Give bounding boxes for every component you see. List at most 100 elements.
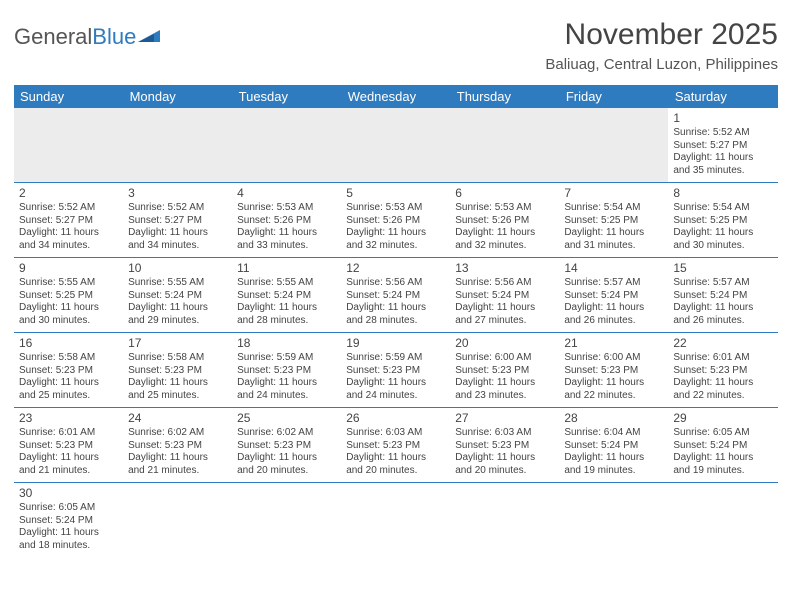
day-number: 17 bbox=[128, 336, 227, 351]
sunset-text: Sunset: 5:23 PM bbox=[346, 440, 445, 453]
calendar-cell-empty bbox=[14, 108, 123, 183]
calendar-cell-empty bbox=[450, 108, 559, 183]
month-title: November 2025 bbox=[545, 18, 778, 52]
day-number: 6 bbox=[455, 186, 554, 201]
calendar-cell: 17Sunrise: 5:58 AMSunset: 5:23 PMDayligh… bbox=[123, 333, 232, 408]
daylight-text: Daylight: 11 hours and 32 minutes. bbox=[455, 227, 554, 252]
calendar-cell: 14Sunrise: 5:57 AMSunset: 5:24 PMDayligh… bbox=[559, 258, 668, 333]
calendar-cell: 24Sunrise: 6:02 AMSunset: 5:23 PMDayligh… bbox=[123, 408, 232, 483]
calendar-cell: 2Sunrise: 5:52 AMSunset: 5:27 PMDaylight… bbox=[14, 183, 123, 258]
day-number: 13 bbox=[455, 261, 554, 276]
calendar-cell: 6Sunrise: 5:53 AMSunset: 5:26 PMDaylight… bbox=[450, 183, 559, 258]
sunrise-text: Sunrise: 5:53 AM bbox=[346, 202, 445, 215]
day-number: 18 bbox=[237, 336, 336, 351]
daylight-text: Daylight: 11 hours and 25 minutes. bbox=[19, 377, 118, 402]
day-number: 22 bbox=[673, 336, 772, 351]
sunrise-text: Sunrise: 6:01 AM bbox=[673, 352, 772, 365]
day-number: 25 bbox=[237, 411, 336, 426]
location-text: Baliuag, Central Luzon, Philippines bbox=[545, 56, 778, 73]
day-number: 7 bbox=[564, 186, 663, 201]
calendar-row: 23Sunrise: 6:01 AMSunset: 5:23 PMDayligh… bbox=[14, 408, 778, 483]
day-number: 8 bbox=[673, 186, 772, 201]
daylight-text: Daylight: 11 hours and 25 minutes. bbox=[128, 377, 227, 402]
calendar-cell: 4Sunrise: 5:53 AMSunset: 5:26 PMDaylight… bbox=[232, 183, 341, 258]
weekday-header: Sunday bbox=[14, 85, 123, 108]
sunrise-text: Sunrise: 6:02 AM bbox=[128, 427, 227, 440]
calendar-cell: 25Sunrise: 6:02 AMSunset: 5:23 PMDayligh… bbox=[232, 408, 341, 483]
daylight-text: Daylight: 11 hours and 34 minutes. bbox=[19, 227, 118, 252]
sunrise-text: Sunrise: 5:52 AM bbox=[128, 202, 227, 215]
calendar-cell-empty bbox=[559, 483, 668, 558]
sunset-text: Sunset: 5:23 PM bbox=[19, 365, 118, 378]
daylight-text: Daylight: 11 hours and 26 minutes. bbox=[673, 302, 772, 327]
sunset-text: Sunset: 5:23 PM bbox=[128, 365, 227, 378]
weekday-header: Tuesday bbox=[232, 85, 341, 108]
weekday-header-row: SundayMondayTuesdayWednesdayThursdayFrid… bbox=[14, 85, 778, 108]
calendar-row: 16Sunrise: 5:58 AMSunset: 5:23 PMDayligh… bbox=[14, 333, 778, 408]
calendar-cell: 8Sunrise: 5:54 AMSunset: 5:25 PMDaylight… bbox=[668, 183, 777, 258]
daylight-text: Daylight: 11 hours and 23 minutes. bbox=[455, 377, 554, 402]
sunset-text: Sunset: 5:24 PM bbox=[19, 515, 118, 528]
sunset-text: Sunset: 5:24 PM bbox=[128, 290, 227, 303]
daylight-text: Daylight: 11 hours and 29 minutes. bbox=[128, 302, 227, 327]
daylight-text: Daylight: 11 hours and 24 minutes. bbox=[237, 377, 336, 402]
sunrise-text: Sunrise: 5:59 AM bbox=[346, 352, 445, 365]
calendar-cell-empty bbox=[232, 483, 341, 558]
calendar-cell: 1Sunrise: 5:52 AMSunset: 5:27 PMDaylight… bbox=[668, 108, 777, 183]
calendar-table: SundayMondayTuesdayWednesdayThursdayFrid… bbox=[14, 85, 778, 557]
sunset-text: Sunset: 5:23 PM bbox=[237, 365, 336, 378]
sunrise-text: Sunrise: 5:55 AM bbox=[19, 277, 118, 290]
sunrise-text: Sunrise: 5:54 AM bbox=[564, 202, 663, 215]
sunset-text: Sunset: 5:24 PM bbox=[346, 290, 445, 303]
sunset-text: Sunset: 5:23 PM bbox=[128, 440, 227, 453]
daylight-text: Daylight: 11 hours and 18 minutes. bbox=[19, 527, 118, 552]
day-number: 12 bbox=[346, 261, 445, 276]
calendar-cell-empty bbox=[559, 108, 668, 183]
calendar-cell: 26Sunrise: 6:03 AMSunset: 5:23 PMDayligh… bbox=[341, 408, 450, 483]
sunset-text: Sunset: 5:23 PM bbox=[346, 365, 445, 378]
calendar-cell: 21Sunrise: 6:00 AMSunset: 5:23 PMDayligh… bbox=[559, 333, 668, 408]
daylight-text: Daylight: 11 hours and 20 minutes. bbox=[346, 452, 445, 477]
calendar-cell: 15Sunrise: 5:57 AMSunset: 5:24 PMDayligh… bbox=[668, 258, 777, 333]
calendar-cell: 23Sunrise: 6:01 AMSunset: 5:23 PMDayligh… bbox=[14, 408, 123, 483]
weekday-header: Monday bbox=[123, 85, 232, 108]
day-number: 30 bbox=[19, 486, 118, 501]
sunrise-text: Sunrise: 5:57 AM bbox=[673, 277, 772, 290]
calendar-row: 1Sunrise: 5:52 AMSunset: 5:27 PMDaylight… bbox=[14, 108, 778, 183]
day-number: 29 bbox=[673, 411, 772, 426]
calendar-cell: 20Sunrise: 6:00 AMSunset: 5:23 PMDayligh… bbox=[450, 333, 559, 408]
daylight-text: Daylight: 11 hours and 32 minutes. bbox=[346, 227, 445, 252]
weekday-header: Friday bbox=[559, 85, 668, 108]
calendar-cell: 29Sunrise: 6:05 AMSunset: 5:24 PMDayligh… bbox=[668, 408, 777, 483]
day-number: 20 bbox=[455, 336, 554, 351]
calendar-cell: 12Sunrise: 5:56 AMSunset: 5:24 PMDayligh… bbox=[341, 258, 450, 333]
day-number: 14 bbox=[564, 261, 663, 276]
calendar-cell: 7Sunrise: 5:54 AMSunset: 5:25 PMDaylight… bbox=[559, 183, 668, 258]
daylight-text: Daylight: 11 hours and 30 minutes. bbox=[19, 302, 118, 327]
sunrise-text: Sunrise: 6:05 AM bbox=[19, 502, 118, 515]
sunset-text: Sunset: 5:27 PM bbox=[128, 215, 227, 228]
sunrise-text: Sunrise: 5:55 AM bbox=[237, 277, 336, 290]
sunrise-text: Sunrise: 6:05 AM bbox=[673, 427, 772, 440]
day-number: 2 bbox=[19, 186, 118, 201]
day-number: 10 bbox=[128, 261, 227, 276]
calendar-cell-empty bbox=[123, 483, 232, 558]
day-number: 21 bbox=[564, 336, 663, 351]
calendar-cell-empty bbox=[232, 108, 341, 183]
weekday-header: Thursday bbox=[450, 85, 559, 108]
sunrise-text: Sunrise: 6:00 AM bbox=[455, 352, 554, 365]
calendar-cell: 9Sunrise: 5:55 AMSunset: 5:25 PMDaylight… bbox=[14, 258, 123, 333]
sunrise-text: Sunrise: 5:52 AM bbox=[19, 202, 118, 215]
calendar-cell-empty bbox=[450, 483, 559, 558]
sunset-text: Sunset: 5:23 PM bbox=[455, 440, 554, 453]
daylight-text: Daylight: 11 hours and 20 minutes. bbox=[237, 452, 336, 477]
sunset-text: Sunset: 5:23 PM bbox=[19, 440, 118, 453]
calendar-cell-empty bbox=[123, 108, 232, 183]
weekday-header: Wednesday bbox=[341, 85, 450, 108]
sunrise-text: Sunrise: 5:56 AM bbox=[455, 277, 554, 290]
sunrise-text: Sunrise: 5:57 AM bbox=[564, 277, 663, 290]
calendar-cell: 28Sunrise: 6:04 AMSunset: 5:24 PMDayligh… bbox=[559, 408, 668, 483]
daylight-text: Daylight: 11 hours and 22 minutes. bbox=[564, 377, 663, 402]
day-number: 5 bbox=[346, 186, 445, 201]
day-number: 27 bbox=[455, 411, 554, 426]
